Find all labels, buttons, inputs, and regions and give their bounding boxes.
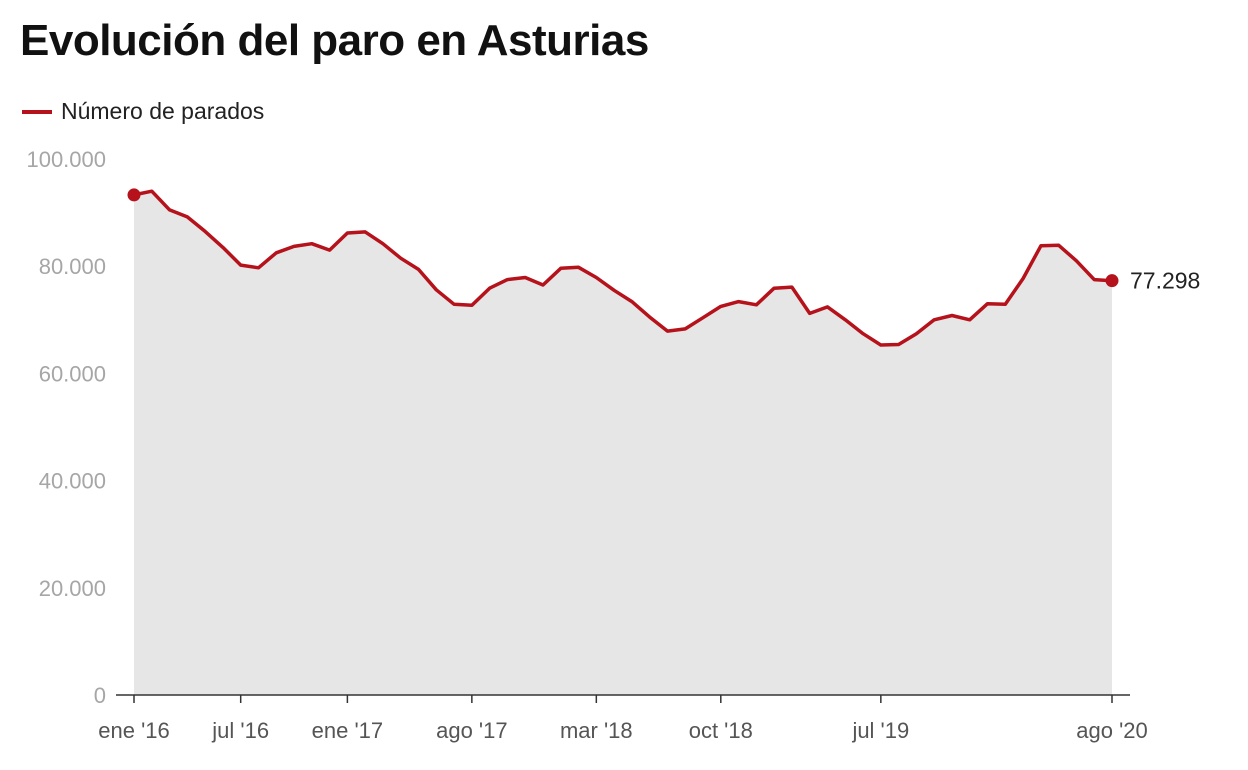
- x-tick-label: ago '20: [1076, 718, 1148, 743]
- legend: Número de parados: [22, 98, 264, 125]
- end-point-marker: [1105, 274, 1119, 288]
- x-tick-label: ago '17: [436, 718, 508, 743]
- x-tick-label: mar '18: [560, 718, 633, 743]
- x-tick-label: oct '18: [689, 718, 753, 743]
- y-tick-label: 100.000: [26, 147, 106, 172]
- x-tick-label: ene '17: [312, 718, 384, 743]
- legend-swatch: [22, 109, 52, 114]
- area-fill: [134, 191, 1112, 695]
- y-tick-label: 20.000: [39, 576, 106, 601]
- series-line: [132, 189, 1114, 347]
- legend-label: Número de parados: [61, 98, 265, 124]
- end-value-label: 77.298: [1130, 268, 1200, 294]
- y-tick-label: 40.000: [39, 469, 106, 494]
- x-tick-label: ene '16: [98, 718, 170, 743]
- y-tick-label: 0: [94, 683, 106, 708]
- y-tick-label: 60.000: [39, 361, 106, 386]
- x-tick-label: jul '19: [851, 718, 909, 743]
- start-point-marker: [127, 188, 141, 202]
- x-tick-label: jul '16: [211, 718, 269, 743]
- y-tick-label: 80.000: [39, 254, 106, 279]
- chart-title: Evolución del paro en Asturias: [20, 16, 649, 65]
